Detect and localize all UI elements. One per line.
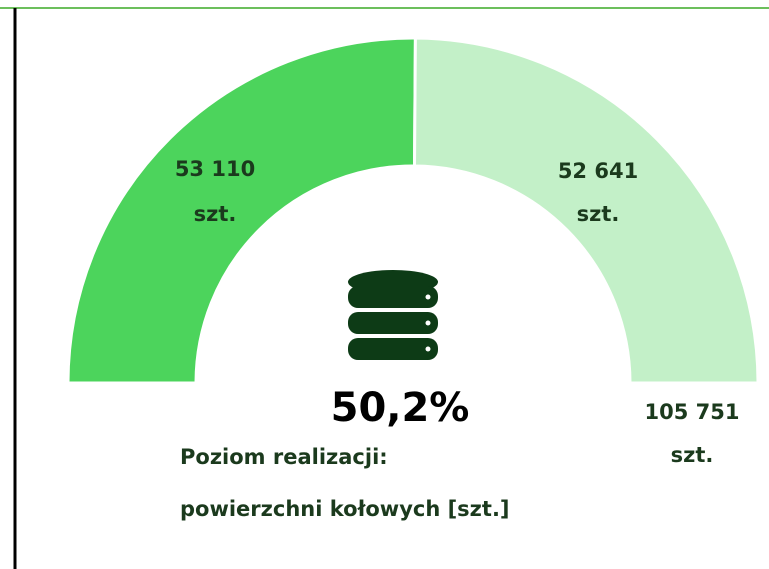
database-icon: [348, 270, 438, 360]
unit-label: szt.: [671, 443, 714, 467]
unit-label: szt.: [577, 202, 620, 226]
value-label: 52 641: [558, 159, 638, 183]
caption: powierzchni kołowych [szt.]: [180, 497, 510, 521]
unit-label: szt.: [194, 202, 237, 226]
percent-label: 50,2%: [331, 385, 470, 431]
gauge: [66, 36, 760, 385]
value-label: 53 110: [175, 157, 255, 181]
total-label: 105 751: [645, 400, 740, 424]
caption: Poziom realizacji:: [180, 445, 388, 469]
gauge-segment: [66, 36, 417, 385]
gauge-segment: [413, 36, 760, 385]
